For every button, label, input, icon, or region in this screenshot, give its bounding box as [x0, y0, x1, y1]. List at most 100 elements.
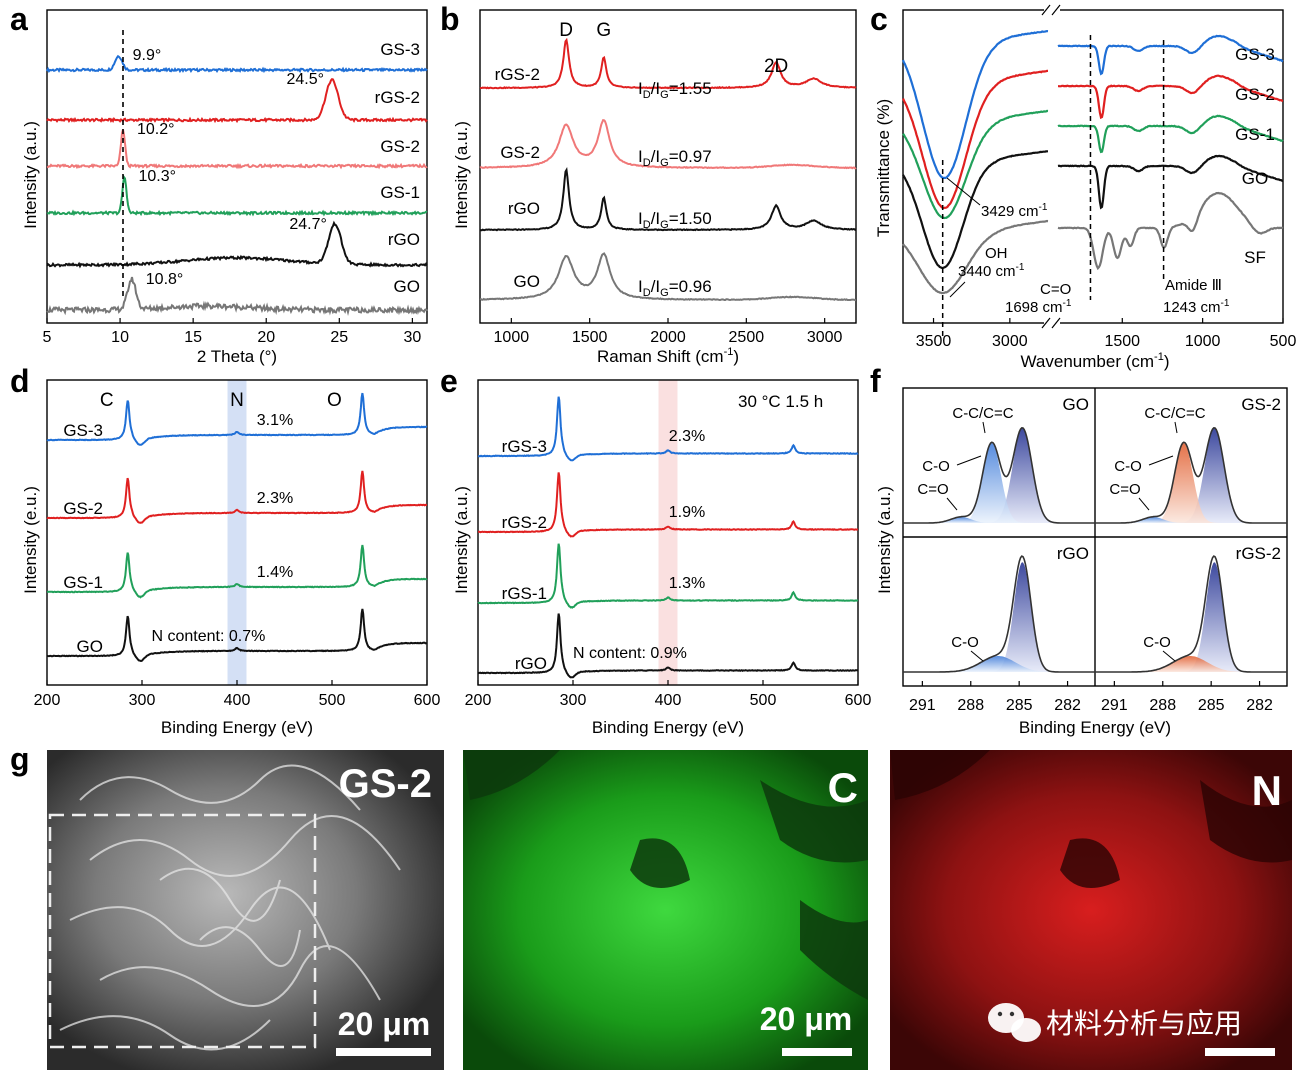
f-xtick-label: 282	[1054, 697, 1081, 714]
f-component-rgo-1	[903, 656, 1095, 672]
f-subpanel-title-rgs-2: rGS-2	[1236, 544, 1281, 563]
sem-scale-text: 20 μm	[338, 1006, 431, 1042]
c-annot-3440: 3440 cm-1	[958, 262, 1025, 280]
n-content-label-gs-2: 2.3%	[257, 490, 293, 507]
c-trace-right-sf	[1057, 191, 1284, 271]
xtick-label: 500	[319, 692, 346, 709]
b-xtick-label: 2000	[650, 329, 686, 346]
f-label-co-rgs-2: C-O	[1143, 634, 1171, 651]
f-component-go-2	[903, 517, 1095, 523]
panel-d-xps-survey: GS-3 3.1% GS-2 2.3% GS-1 1.4% GO N content: 0.7…	[21, 379, 440, 737]
c-xtick-label: 3500	[916, 333, 952, 350]
f-xtick-label: 285	[1198, 697, 1225, 714]
f-xtick-label: 288	[957, 697, 984, 714]
d-element-label-o: O	[327, 390, 342, 411]
trace-rgs-3	[477, 396, 859, 462]
axis-break-top	[1041, 4, 1061, 16]
xtick-label: 500	[750, 692, 777, 709]
f-envelope-rgs-2	[1095, 555, 1287, 673]
panel-letter-a: a	[10, 1, 28, 37]
f-subpanel-title-go: GO	[1063, 395, 1089, 414]
panel-a-ylabel: Intensity (a.u.)	[21, 121, 40, 229]
n-content-label-rgs-3: 2.3%	[669, 428, 705, 445]
c-trace-right-gs-3	[1057, 34, 1284, 76]
a-xtick-label: 5	[43, 329, 52, 346]
f-component-rgs-2-0	[1095, 562, 1287, 672]
f-component-gs-2-1	[1095, 443, 1287, 523]
b-trace-rgs-2	[479, 37, 857, 90]
c-trace-left-gs-1	[902, 109, 1049, 220]
f-subpanel-title-gs-2: GS-2	[1241, 395, 1281, 414]
panel-letter-b: b	[440, 1, 460, 37]
b-series-label-go: GO	[514, 272, 540, 291]
a-trace-go	[46, 276, 428, 316]
c-map-scale-bar	[782, 1048, 852, 1056]
watermark-text: 材料分析与应用	[1046, 1008, 1242, 1039]
n-map-scale-bar	[1205, 1048, 1275, 1056]
f-leader-co	[1148, 455, 1174, 466]
panel-d-ylabel: Intensity (e.u.)	[21, 486, 40, 594]
series-label-gs-1: GS-1	[63, 573, 103, 592]
b-trace-go	[479, 252, 856, 302]
f-subpanel-title-rgo: rGO	[1057, 544, 1089, 563]
panel-e-xps-survey: rGS-3 2.3% rGS-2 1.9% rGS-1 1.3% rGO N content:…	[452, 379, 871, 737]
axis-break-bottom	[1041, 317, 1061, 329]
f-component-go-1	[903, 443, 1095, 523]
sem-dashed-box	[48, 813, 317, 1049]
panel-a-xlabel: 2 Theta (°)	[197, 347, 277, 366]
b-series-label-rgo: rGO	[508, 199, 540, 218]
panel-b-raman: rGS-2 ID/IG=1.55 GS-2 ID/IG=0.97 rGO ID/IG=1.…	[452, 9, 857, 366]
panel-letter-g: g	[10, 741, 30, 777]
c-arrow-3429	[946, 177, 981, 206]
f-xtick-label: 291	[909, 697, 936, 714]
a-xtick-label: 15	[184, 329, 202, 346]
f-label-co-go: C-O	[922, 458, 950, 475]
trace-rgo	[477, 613, 859, 679]
f-component-rgo-0	[903, 562, 1095, 672]
d-element-label-c: C	[100, 390, 114, 411]
panel-c-ftir: GS-3 GS-2 GS-1 GO SF 3500 3000 1500 1000 500 Wav…	[874, 4, 1296, 371]
trace-rgs-2	[478, 472, 858, 538]
c-trace-right-gs-1	[1057, 114, 1284, 154]
a-xtick-label: 30	[403, 329, 421, 346]
panel-f-ylabel: Intensity (a.u.)	[875, 486, 894, 594]
b-trace-gs-2	[479, 118, 857, 170]
a-series-label-gs-3: GS-3	[380, 40, 420, 59]
c-map-scale-text: 20 μm	[760, 1001, 853, 1037]
b-xtick-label: 2500	[729, 329, 765, 346]
a-peak-label-gs-3: 9.9°	[133, 47, 162, 64]
d-element-label-n: N	[230, 390, 244, 411]
a-xtick-label: 20	[257, 329, 275, 346]
b-trace-rgo	[479, 166, 857, 232]
b-band-label-d: D	[559, 20, 573, 41]
c-trace-left-gs-2	[901, 69, 1048, 210]
b-ratio-label-go: ID/IG=0.96	[638, 277, 712, 299]
f-label-cc-go: C-C/C=C	[952, 405, 1013, 422]
series-label-rgs-3: rGS-3	[502, 437, 547, 456]
trace-go	[46, 608, 428, 663]
panel-e-ylabel: Intensity (a.u.)	[452, 486, 471, 594]
f-xtick-label: 285	[1006, 697, 1033, 714]
f-leader-cc	[1174, 421, 1178, 434]
b-xtick-label: 1500	[572, 329, 608, 346]
c-annot-amide: Amide Ⅲ	[1165, 277, 1222, 294]
a-series-label-rgo: rGO	[388, 230, 420, 249]
sem-scale-bar	[336, 1048, 431, 1056]
f-envelope-rgo	[903, 555, 1095, 673]
f-label-c2o-go: C=O	[917, 481, 948, 498]
c-series-label-go: GO	[1242, 169, 1268, 188]
c-map-image: C 20 μm	[463, 750, 868, 1070]
f-label-co-rgo: C-O	[951, 634, 979, 651]
d-n-highlight	[227, 380, 247, 685]
c-map-label: C	[828, 764, 858, 811]
a-peak-label-rgo: 24.7°	[289, 216, 327, 233]
c-series-label-gs-3: GS-3	[1235, 45, 1275, 64]
panel-c-xlabel: Wavenumber (cm-1)	[1021, 351, 1170, 371]
xtick-label: 200	[465, 692, 492, 709]
f-leader-c2o	[1138, 497, 1150, 511]
c-annot-1243: 1243 cm-1	[1163, 298, 1230, 316]
c-series-label-gs-2: GS-2	[1235, 85, 1275, 104]
a-trace-gs-2	[46, 129, 428, 170]
b-xtick-label: 1000	[494, 329, 530, 346]
panel-f-xps-c1s: GO C-C/C=C C-O C=O GS-2 C-C/C=C C-O C=O rGO C-O rG…	[875, 387, 1288, 737]
